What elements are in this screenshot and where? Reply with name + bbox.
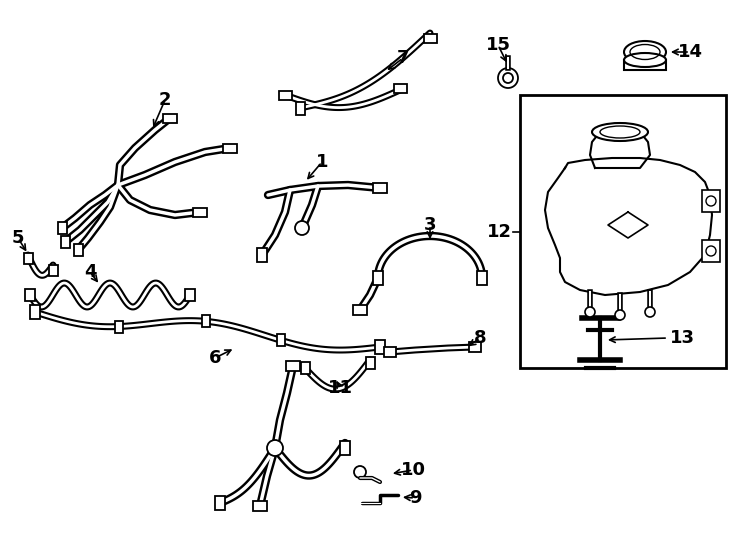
Bar [115,321,123,333]
Bar [296,102,305,114]
Bar [702,190,720,212]
Ellipse shape [624,41,666,63]
Bar [477,271,487,285]
Bar [469,342,481,352]
Circle shape [585,307,595,317]
Bar [286,361,300,371]
Bar [300,362,310,374]
Circle shape [295,221,309,235]
Circle shape [503,73,513,83]
Text: 8: 8 [473,329,487,347]
Circle shape [645,307,655,317]
Bar [384,347,396,357]
Text: 12: 12 [487,223,512,241]
Ellipse shape [592,123,648,141]
Text: 3: 3 [424,216,436,234]
Bar [202,315,210,327]
Bar [185,289,195,301]
Bar [257,248,267,262]
Bar [23,253,32,264]
Text: 10: 10 [401,461,426,479]
Text: 5: 5 [12,229,24,247]
Text: 13: 13 [670,329,695,347]
Bar [340,441,350,455]
Bar [48,265,57,275]
Polygon shape [545,158,712,295]
Text: 9: 9 [409,489,421,507]
Bar [393,84,407,92]
Text: 2: 2 [159,91,171,109]
Bar [163,113,177,123]
Bar [424,33,437,43]
Text: 1: 1 [316,153,328,171]
Bar [353,305,367,315]
Bar [30,305,40,319]
Bar [373,271,383,285]
Polygon shape [590,132,650,168]
Bar [373,183,387,193]
Bar [702,240,720,262]
Text: 6: 6 [208,349,221,367]
Bar [57,222,67,234]
Text: 14: 14 [677,43,702,61]
Circle shape [354,466,366,478]
Ellipse shape [624,53,666,67]
Bar [60,236,70,248]
Bar [520,95,726,368]
Bar [193,207,207,217]
Bar [375,340,385,354]
Bar [223,144,237,152]
Bar [25,289,35,301]
Bar [624,60,666,70]
Text: 11: 11 [327,379,352,397]
Bar [73,244,82,256]
Text: 4: 4 [84,263,96,281]
Text: 15: 15 [485,36,511,54]
Circle shape [267,440,283,456]
Text: 7: 7 [397,49,410,67]
Circle shape [498,68,518,88]
Bar [253,501,267,511]
Bar [278,91,291,99]
Bar [215,496,225,510]
Circle shape [615,310,625,320]
Bar [366,357,374,369]
Bar [277,334,286,347]
